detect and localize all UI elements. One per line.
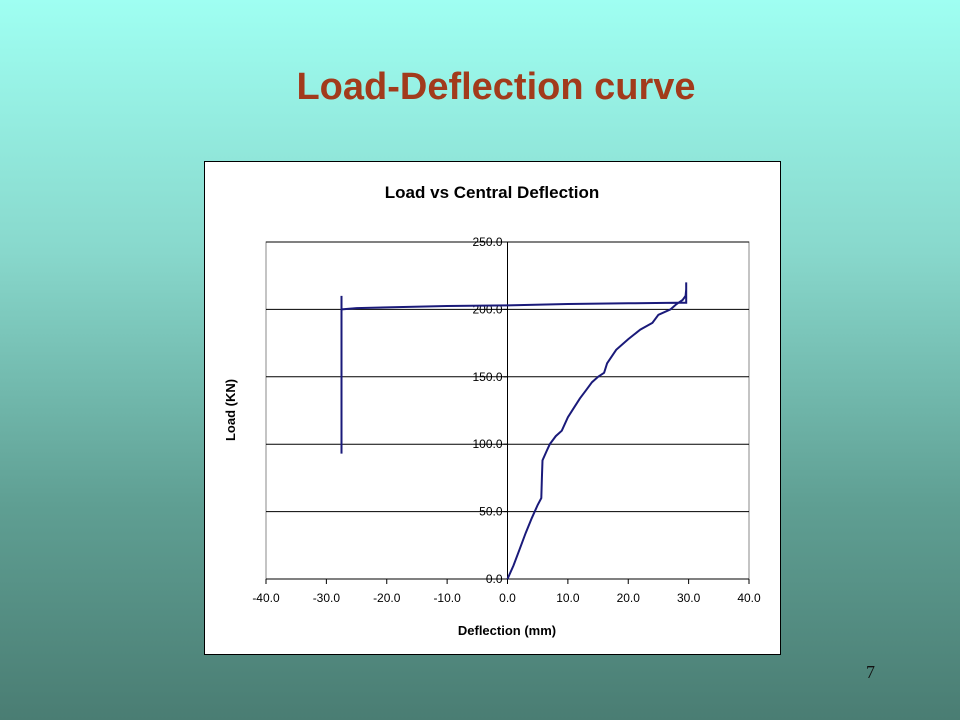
y-tick-label: 100.0: [472, 437, 502, 451]
load-deflection-chart: Load vs Central Deflection 0.0 50.0 100.0 1…: [223, 183, 761, 638]
x-tick-label: 30.0: [677, 591, 701, 605]
y-axis-label: Load (KN): [223, 379, 238, 441]
x-tick-label: -20.0: [373, 591, 401, 605]
x-tick-label: -10.0: [433, 591, 461, 605]
y-tick-label: 150.0: [472, 370, 502, 384]
x-tick-label: 0.0: [499, 591, 516, 605]
y-tick-label: 50.0: [479, 505, 503, 519]
chart-area: Load vs Central Deflection 0.0 50.0 100.0 1…: [204, 161, 781, 655]
series-line: [340, 282, 688, 580]
x-tick-label: 10.0: [556, 591, 580, 605]
x-tick-label: -30.0: [313, 591, 341, 605]
x-axis-label: Deflection (mm): [458, 623, 556, 638]
x-axis: [265, 578, 750, 584]
y-axis: [503, 241, 508, 580]
slide-title: Load-Deflection curve: [296, 66, 696, 108]
chart-title: Load vs Central Deflection: [385, 183, 599, 202]
y-tick-label: 250.0: [472, 235, 502, 249]
page-number: 7: [866, 662, 875, 682]
y-tick-label: 0.0: [486, 572, 503, 586]
x-tick-label: -40.0: [252, 591, 280, 605]
x-tick-label: 40.0: [737, 591, 761, 605]
x-tick-label: 20.0: [617, 591, 641, 605]
